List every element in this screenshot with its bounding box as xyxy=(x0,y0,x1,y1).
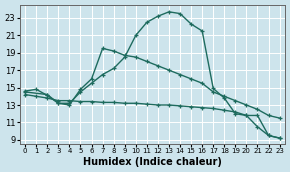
X-axis label: Humidex (Indice chaleur): Humidex (Indice chaleur) xyxy=(83,157,222,167)
